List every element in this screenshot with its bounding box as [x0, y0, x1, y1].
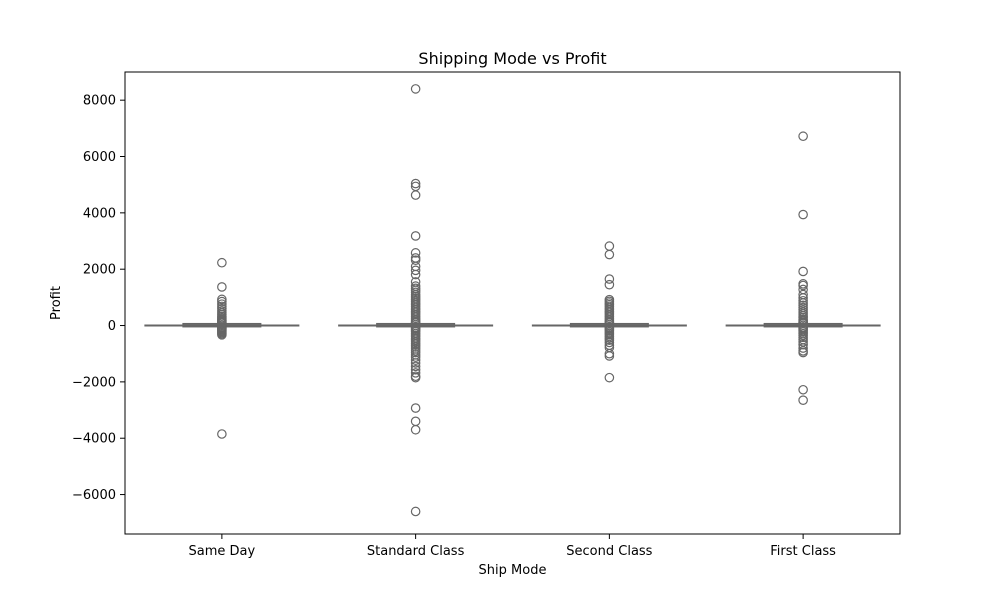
outlier-point — [604, 318, 615, 328]
outlier-point — [798, 395, 808, 405]
outlier-point — [604, 372, 615, 383]
outlier-point — [604, 337, 615, 348]
x-tick-label: Standard Class — [367, 544, 465, 559]
outlier-point — [410, 358, 421, 368]
outlier-point — [798, 293, 808, 303]
chart-title: Shipping Mode vs Profit — [418, 49, 606, 68]
outlier-point — [410, 190, 421, 200]
outlier-point — [604, 274, 615, 284]
outlier-point — [410, 372, 421, 383]
outlier-point — [798, 337, 808, 347]
outlier-point — [410, 255, 421, 265]
outlier-point — [798, 209, 808, 220]
outlier-point — [410, 424, 421, 435]
outlier-point — [604, 351, 615, 361]
outlier-point — [410, 269, 421, 280]
plot-area — [144, 84, 881, 517]
outlier-point — [410, 84, 421, 94]
y-tick-label: −4000 — [72, 432, 116, 447]
x-axis: Same Day Standard Class Second Class First … — [189, 534, 836, 559]
box-group — [338, 84, 494, 517]
y-tick-label: 8000 — [83, 94, 116, 109]
outlier-point — [410, 403, 421, 413]
outlier-point — [410, 178, 421, 189]
box-group — [725, 131, 881, 405]
outlier-point — [798, 266, 808, 277]
x-tick-label: Second Class — [566, 544, 652, 559]
box-group — [531, 241, 687, 383]
outlier-point — [410, 361, 421, 372]
outlier-point — [410, 248, 421, 258]
outlier-point — [217, 429, 227, 439]
outlier-point — [604, 279, 615, 290]
outlier-point — [410, 265, 421, 276]
outlier-point — [217, 282, 227, 292]
outlier-point — [798, 347, 808, 358]
plot-frame — [124, 71, 901, 535]
outlier-point — [410, 231, 421, 241]
x-tick-label: First Class — [770, 544, 836, 559]
y-tick-label: 4000 — [83, 206, 116, 221]
outlier-point — [217, 296, 227, 307]
x-tick-label: Same Day — [189, 544, 256, 559]
outlier-point — [604, 249, 615, 260]
outlier-point — [798, 131, 808, 142]
outlier-point — [798, 384, 808, 395]
x-axis-label: Ship Mode — [479, 563, 547, 578]
outlier-point — [798, 280, 808, 291]
outlier-point — [410, 506, 421, 517]
y-axis: −6000 −4000 −2000 0 2000 4000 6000 8000 — [72, 94, 125, 503]
outlier-point — [798, 343, 808, 353]
y-tick-label: −6000 — [72, 488, 116, 503]
outlier-point — [410, 352, 421, 362]
box-group — [144, 257, 300, 439]
outlier-point — [410, 355, 421, 365]
outlier-point — [217, 330, 227, 340]
y-tick-label: 6000 — [83, 150, 116, 165]
outlier-point — [410, 416, 421, 427]
y-tick-label: 2000 — [83, 263, 116, 278]
y-tick-label: 0 — [108, 319, 116, 334]
outlier-point — [604, 241, 615, 251]
outlier-point — [410, 368, 421, 378]
outlier-point — [217, 257, 227, 268]
y-axis-label: Profit — [49, 286, 64, 320]
outlier-point — [798, 318, 808, 328]
y-tick-label: −2000 — [72, 375, 116, 390]
